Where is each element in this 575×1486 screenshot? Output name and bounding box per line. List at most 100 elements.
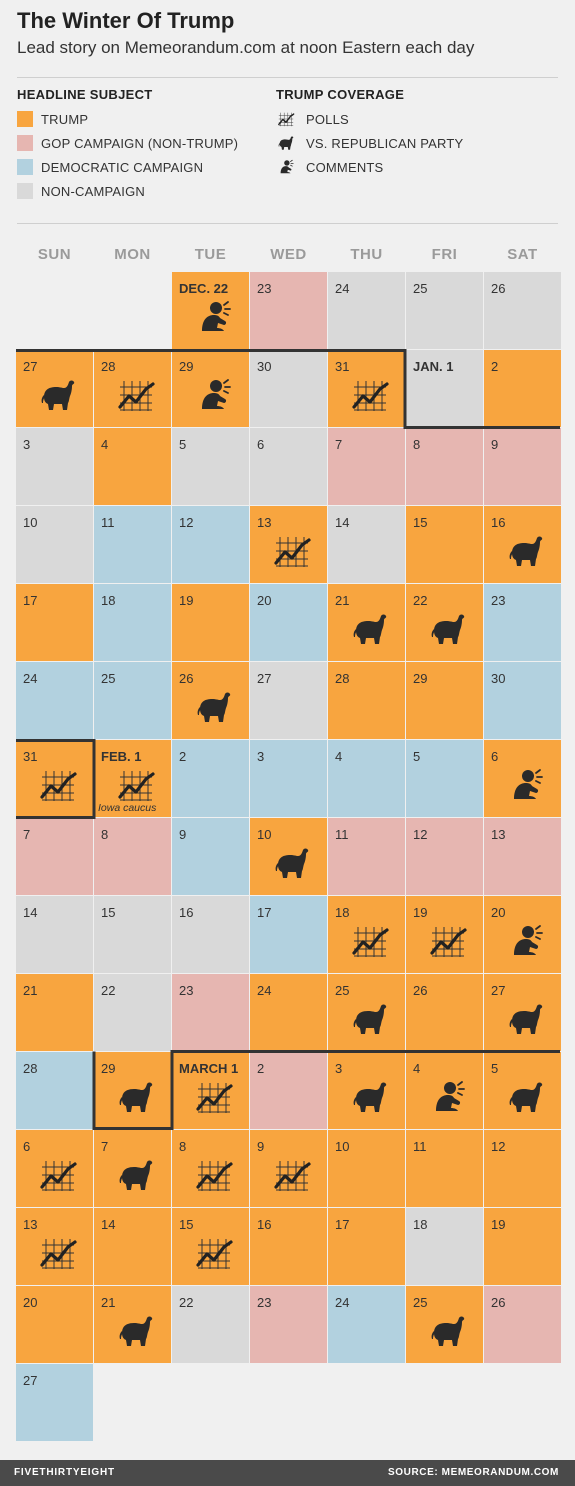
day-label: 30: [491, 671, 506, 686]
day-label: 4: [335, 749, 343, 764]
day-label: 23: [491, 593, 506, 608]
calendar-day: 24: [250, 974, 327, 1051]
day-label: 28: [101, 359, 116, 374]
calendar-day: 2: [484, 350, 561, 427]
day-label: 21: [101, 1295, 116, 1310]
calendar-day: 14: [328, 506, 405, 583]
calendar-day: 23: [172, 974, 249, 1051]
legend-label-gop: GOP CAMPAIGN (NON-TRUMP): [41, 135, 239, 151]
polls-icon: [38, 1155, 78, 1195]
day-label: 20: [491, 905, 506, 920]
day-label: 13: [491, 827, 506, 842]
calendar-day: FEB. 1 Iowa caucus: [94, 740, 171, 817]
calendar-day: 22: [172, 1286, 249, 1363]
day-label: 4: [101, 437, 109, 452]
day-label: 15: [413, 515, 428, 530]
day-label: 9: [491, 437, 499, 452]
legend-item-comments: COMMENTS: [276, 155, 463, 179]
day-label: 25: [101, 671, 116, 686]
calendar-day: 11: [328, 818, 405, 895]
elephant-icon: [38, 375, 78, 415]
calendar-day: 30: [484, 662, 561, 739]
calendar-day: 12: [406, 818, 483, 895]
polls-icon: [350, 375, 390, 415]
elephant-icon: [428, 1311, 468, 1351]
calendar-day: 31: [328, 350, 405, 427]
legend-coverage: TRUMP COVERAGE POLLS VS. REPUBLICAN PART…: [276, 87, 463, 179]
calendar-day: 24: [16, 662, 93, 739]
calendar-day: 11: [94, 506, 171, 583]
calendar-day: 20: [250, 584, 327, 661]
comments-icon: [276, 158, 296, 176]
day-label: 16: [179, 905, 194, 920]
footer-brand: FIVETHIRTYEIGHT: [14, 1467, 115, 1478]
calendar-day: 15: [94, 896, 171, 973]
elephant-icon: [350, 609, 390, 649]
day-label: 12: [413, 827, 428, 842]
calendar-day: 3: [250, 740, 327, 817]
calendar-day: 18: [94, 584, 171, 661]
elephant-icon: [506, 1077, 546, 1117]
calendar-day: 12: [484, 1130, 561, 1207]
calendar-day: 24: [328, 272, 405, 349]
day-label: 15: [101, 905, 116, 920]
calendar-day: 5: [172, 428, 249, 505]
weekday-sat: SAT: [507, 246, 538, 263]
day-label: 29: [413, 671, 428, 686]
legend-item-trump: TRUMP: [17, 107, 238, 131]
polls-icon: [194, 1077, 234, 1117]
polls-icon: [116, 765, 156, 805]
calendar-day: 7: [16, 818, 93, 895]
day-label: 13: [257, 515, 272, 530]
calendar-day: 8: [406, 428, 483, 505]
calendar-day: 19: [172, 584, 249, 661]
calendar-day: 27: [250, 662, 327, 739]
calendar-day: MARCH 1: [172, 1052, 249, 1129]
calendar-day: 18: [328, 896, 405, 973]
polls-icon: [194, 1233, 234, 1273]
day-label: 27: [491, 983, 506, 998]
legend-swatch-democratic: [17, 159, 33, 175]
day-label: 7: [101, 1139, 109, 1154]
day-label: 27: [257, 671, 272, 686]
calendar-day: 23: [250, 1286, 327, 1363]
calendar-day: 4: [406, 1052, 483, 1129]
day-label: 19: [179, 593, 194, 608]
day-label: 29: [101, 1061, 116, 1076]
day-label: 8: [413, 437, 421, 452]
day-label: 24: [257, 983, 272, 998]
elephant-icon: [350, 1077, 390, 1117]
legend-label-polls: POLLS: [306, 111, 349, 127]
calendar-day: 12: [172, 506, 249, 583]
calendar-day: 16: [172, 896, 249, 973]
legend-label-trump: TRUMP: [41, 111, 89, 127]
day-label: 9: [179, 827, 187, 842]
day-label: 5: [491, 1061, 499, 1076]
day-label: 12: [491, 1139, 506, 1154]
elephant-icon: [116, 1155, 156, 1195]
calendar-day: 5: [406, 740, 483, 817]
calendar-day: 27: [484, 974, 561, 1051]
calendar-day: 6: [484, 740, 561, 817]
day-label: 28: [335, 671, 350, 686]
calendar-day: 20: [484, 896, 561, 973]
day-label: 16: [491, 515, 506, 530]
polls-icon: [350, 921, 390, 961]
calendar-day: 31: [16, 740, 93, 817]
calendar-day: 28: [16, 1052, 93, 1129]
calendar-day: 22: [406, 584, 483, 661]
calendar-day: JAN. 1: [406, 350, 483, 427]
day-label: 27: [23, 359, 38, 374]
polls-icon: [276, 110, 296, 128]
calendar-day: 3: [16, 428, 93, 505]
footer: FIVETHIRTYEIGHT SOURCE: MEMEORANDUM.COM: [0, 1460, 575, 1486]
day-label: 14: [23, 905, 38, 920]
day-label: 13: [23, 1217, 38, 1232]
day-label: 30: [257, 359, 272, 374]
weekday-wed: WED: [270, 246, 307, 263]
day-label: 29: [179, 359, 194, 374]
day-label: 24: [335, 281, 350, 296]
legend-label-republican: VS. REPUBLICAN PARTY: [306, 135, 464, 151]
day-label: 25: [413, 281, 428, 296]
comments-icon: [194, 297, 234, 337]
